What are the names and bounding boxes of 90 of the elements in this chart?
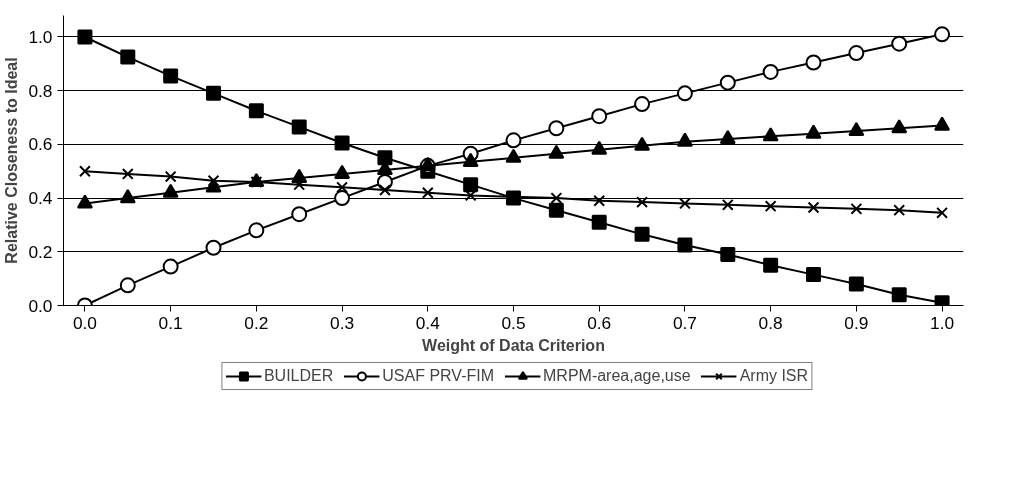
y-tick-label: 1.0 xyxy=(28,26,53,47)
x-tick-label: 0.2 xyxy=(244,312,269,333)
point xyxy=(721,198,734,211)
x-tick-label: 0.4 xyxy=(415,312,441,333)
point xyxy=(762,127,779,142)
point xyxy=(762,63,779,80)
legend-label: MRPM-area,age,use xyxy=(543,367,691,385)
point xyxy=(591,108,608,125)
y-tick-label: 0.6 xyxy=(28,134,53,155)
point xyxy=(77,29,93,45)
point xyxy=(636,196,649,209)
point xyxy=(548,120,565,137)
x-tick-label: 0.7 xyxy=(672,312,697,333)
point xyxy=(591,214,607,230)
point xyxy=(78,165,91,178)
point xyxy=(850,202,863,215)
point xyxy=(591,140,608,155)
point xyxy=(121,167,134,180)
x-tick-label: 0.8 xyxy=(758,312,783,333)
point xyxy=(163,68,179,84)
legend-label: Army ISR xyxy=(739,367,809,385)
x-tick-label: 0.5 xyxy=(501,312,526,333)
point xyxy=(421,186,434,199)
x-tick-label: 0.3 xyxy=(330,312,355,333)
point xyxy=(76,194,93,209)
point xyxy=(677,237,693,253)
point xyxy=(891,119,908,134)
legend-label: USAF PRV-FIM xyxy=(382,367,494,385)
point xyxy=(205,239,222,256)
point xyxy=(719,74,736,91)
point xyxy=(462,152,479,167)
point xyxy=(676,132,693,147)
point xyxy=(634,226,650,242)
point xyxy=(678,197,691,210)
point xyxy=(250,176,263,188)
point xyxy=(634,136,651,151)
x-axis-title: Weight of Data Criterion xyxy=(422,336,605,354)
point xyxy=(848,121,865,136)
point xyxy=(505,148,522,163)
point xyxy=(805,124,822,139)
x-tick-label: 1.0 xyxy=(930,312,955,333)
y-axis-title: Relative Closeness to Ideal xyxy=(3,57,21,264)
point xyxy=(634,96,651,113)
point xyxy=(548,144,565,159)
point xyxy=(334,164,351,179)
point xyxy=(893,204,906,217)
point xyxy=(378,184,391,196)
point xyxy=(764,200,777,213)
legend-label: BUILDER xyxy=(263,367,334,385)
point xyxy=(291,119,307,135)
point xyxy=(291,206,308,223)
point xyxy=(334,135,350,151)
x-tick-label: 0.9 xyxy=(844,312,869,333)
point xyxy=(505,132,522,149)
point xyxy=(719,129,736,145)
point xyxy=(807,201,820,214)
point xyxy=(891,35,908,52)
point xyxy=(334,190,351,207)
y-tick-label: 0.8 xyxy=(28,80,53,101)
point xyxy=(207,174,220,187)
y-tick-label: 0.2 xyxy=(28,241,53,262)
point xyxy=(463,177,479,193)
point xyxy=(805,54,822,71)
point xyxy=(936,206,949,219)
point xyxy=(162,183,179,198)
point xyxy=(934,116,951,131)
point xyxy=(206,85,221,101)
point xyxy=(891,287,907,303)
y-tick-label: 0.4 xyxy=(28,188,53,209)
point xyxy=(934,26,951,43)
point xyxy=(119,277,136,294)
y-tick-label: 0.0 xyxy=(28,295,53,316)
point xyxy=(676,85,693,102)
point xyxy=(720,246,736,262)
x-tick-label: 0.6 xyxy=(587,312,612,333)
point xyxy=(119,189,136,204)
point xyxy=(806,267,821,283)
point xyxy=(593,194,606,207)
x-tick-label: 0.1 xyxy=(158,312,183,333)
point xyxy=(248,222,265,239)
point xyxy=(763,257,779,273)
point xyxy=(120,49,136,65)
point xyxy=(848,45,865,62)
point xyxy=(548,202,564,218)
point xyxy=(162,258,179,275)
point xyxy=(164,170,177,183)
point xyxy=(248,103,264,119)
point xyxy=(848,276,864,292)
point xyxy=(377,150,393,166)
x-tick-label: 0.0 xyxy=(72,312,97,333)
